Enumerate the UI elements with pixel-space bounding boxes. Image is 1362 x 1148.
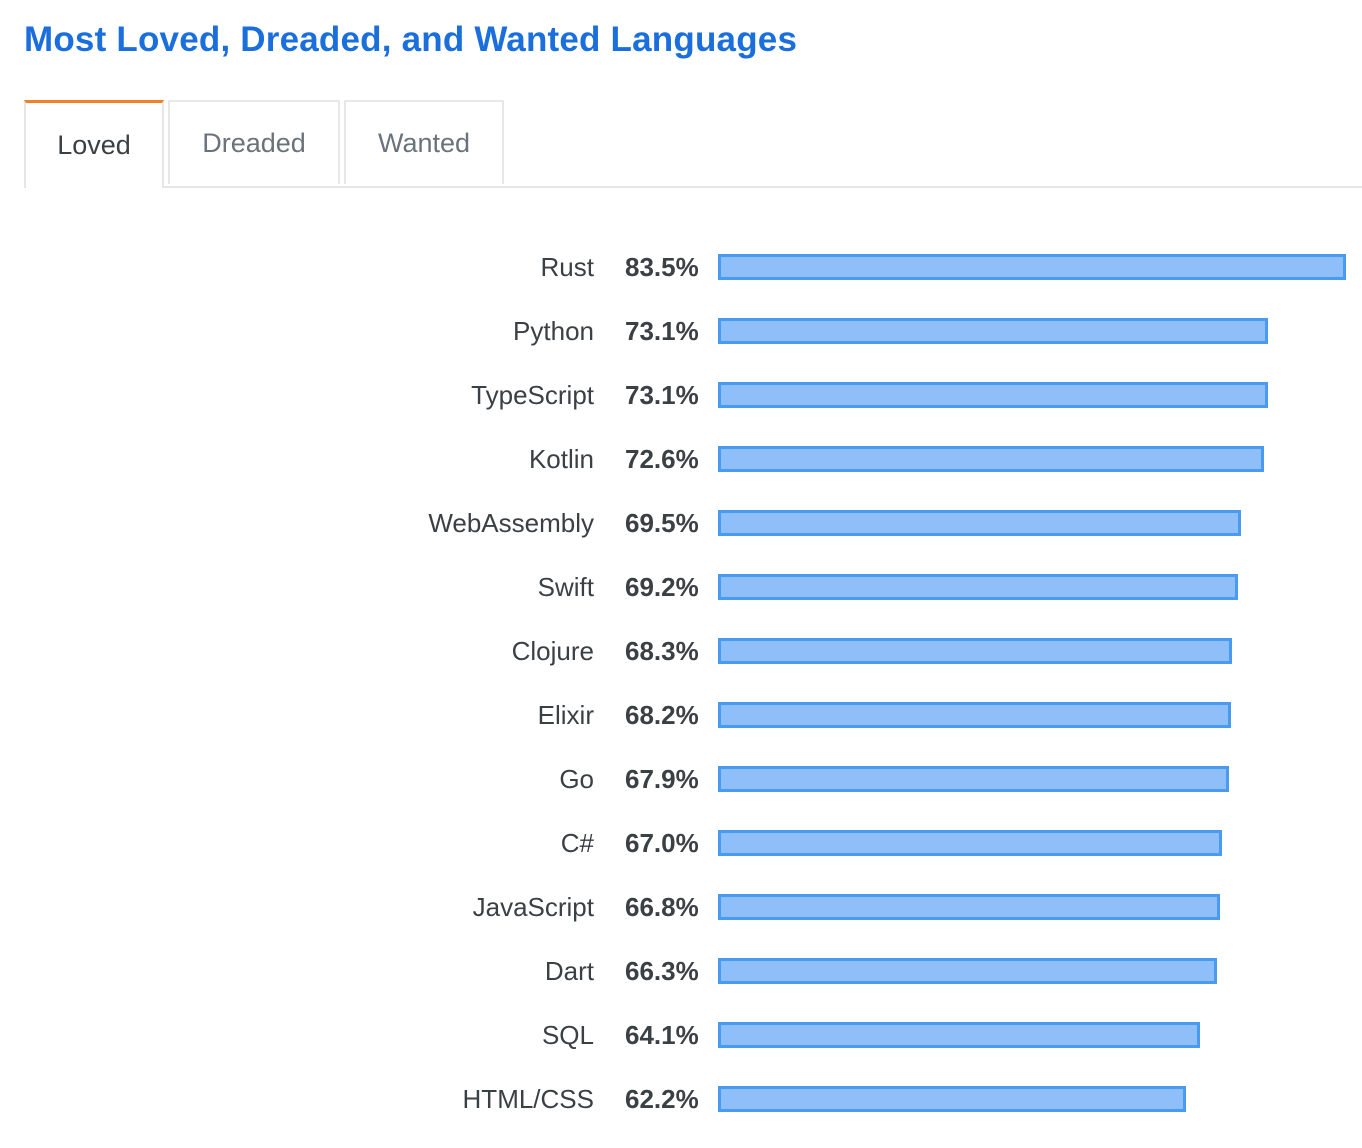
category-label: SQL xyxy=(541,1020,594,1050)
category-label: Rust xyxy=(540,252,594,282)
category-label: Elixir xyxy=(537,700,594,730)
category-label: JavaScript xyxy=(472,892,594,922)
tab-loved[interactable]: Loved xyxy=(24,100,164,188)
chart-row: Elixir 68.2% xyxy=(0,700,1362,764)
tab-dreaded[interactable]: Dreaded xyxy=(168,100,340,184)
chart-row: Rust 83.5% xyxy=(0,252,1362,316)
bar xyxy=(718,510,1241,536)
category-label: WebAssembly xyxy=(428,508,594,538)
chart-row: Swift 69.2% xyxy=(0,572,1362,636)
value-label: 66.3% xyxy=(625,956,699,986)
bar xyxy=(718,446,1264,472)
value-label: 69.5% xyxy=(625,508,699,538)
bar xyxy=(718,318,1268,344)
value-label: 64.1% xyxy=(625,1020,699,1050)
bar xyxy=(718,1022,1200,1048)
bar xyxy=(718,382,1268,408)
bar xyxy=(718,574,1238,600)
chart-row: JavaScript 66.8% xyxy=(0,892,1362,956)
value-label: 68.2% xyxy=(625,700,699,730)
chart-row: HTML/CSS 62.2% xyxy=(0,1084,1362,1148)
category-label: TypeScript xyxy=(471,380,594,410)
value-label: 73.1% xyxy=(625,380,699,410)
category-label: Dart xyxy=(544,956,594,986)
value-label: 72.6% xyxy=(625,444,699,474)
chart-row: Python 73.1% xyxy=(0,316,1362,380)
value-label: 83.5% xyxy=(625,252,699,282)
bar xyxy=(718,766,1229,792)
category-label: HTML/CSS xyxy=(462,1084,594,1114)
value-label: 73.1% xyxy=(625,316,699,346)
category-label: Kotlin xyxy=(528,444,594,474)
chart-row: C# 67.0% xyxy=(0,828,1362,892)
value-label: 68.3% xyxy=(625,636,699,666)
value-label: 62.2% xyxy=(625,1084,699,1114)
bar xyxy=(718,894,1220,920)
chart-row: Go 67.9% xyxy=(0,764,1362,828)
chart-row: Dart 66.3% xyxy=(0,956,1362,1020)
bar xyxy=(718,1086,1186,1112)
category-label: C# xyxy=(560,828,594,858)
value-label: 67.9% xyxy=(625,764,699,794)
bar xyxy=(718,830,1222,856)
bar xyxy=(718,958,1217,984)
category-label: Clojure xyxy=(511,636,594,666)
chart-row: WebAssembly 69.5% xyxy=(0,508,1362,572)
value-label: 67.0% xyxy=(625,828,699,858)
tab-bar: Loved Dreaded Wanted xyxy=(24,100,1362,188)
chart-row: Kotlin 72.6% xyxy=(0,444,1362,508)
tab-wanted[interactable]: Wanted xyxy=(344,100,504,184)
chart-row: SQL 64.1% xyxy=(0,1020,1362,1084)
category-label: Python xyxy=(513,316,594,346)
bar xyxy=(718,638,1232,664)
category-label: Swift xyxy=(537,572,594,602)
category-label: Go xyxy=(559,764,594,794)
chart-row: TypeScript 73.1% xyxy=(0,380,1362,444)
chart-row: Clojure 68.3% xyxy=(0,636,1362,700)
value-label: 69.2% xyxy=(625,572,699,602)
bar xyxy=(718,254,1346,280)
value-label: 66.8% xyxy=(625,892,699,922)
page-title: Most Loved, Dreaded, and Wanted Language… xyxy=(24,20,798,59)
bar xyxy=(718,702,1231,728)
